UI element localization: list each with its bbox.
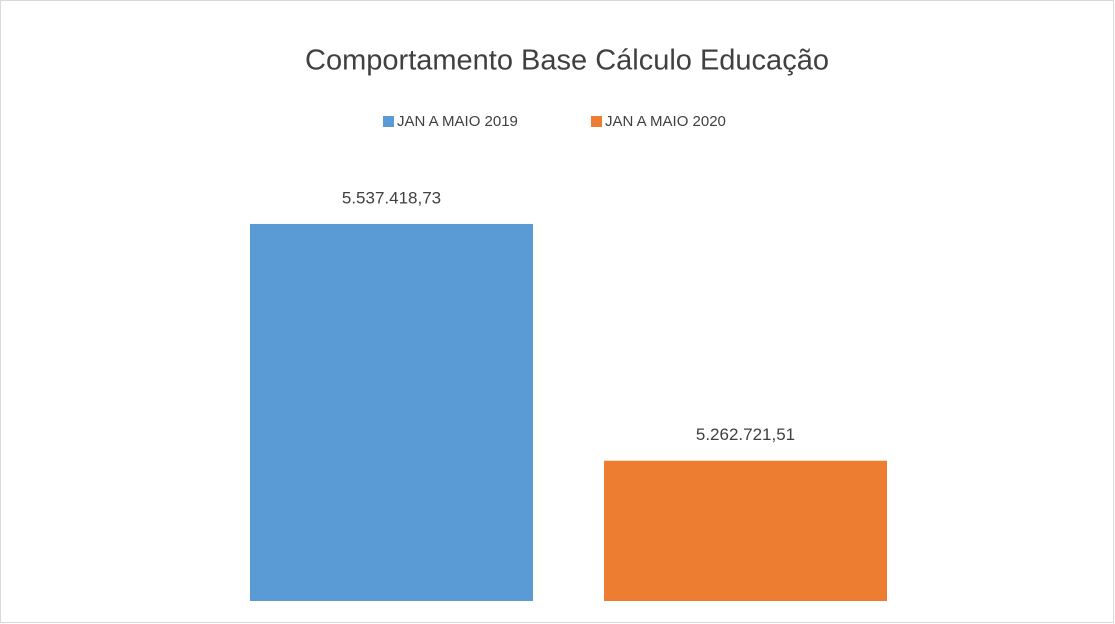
legend-label: JAN A MAIO 2019: [397, 113, 518, 130]
data-label: 5.262.721,51: [696, 425, 795, 444]
bar: [250, 223, 533, 601]
data-label: 5.537.418,73: [342, 188, 441, 207]
legend-swatch: [383, 116, 394, 127]
legend-label: JAN A MAIO 2020: [605, 113, 726, 130]
chart-title: Comportamento Base Cálculo Educação: [305, 45, 829, 77]
bar: [604, 460, 887, 601]
legend-swatch: [591, 116, 602, 127]
